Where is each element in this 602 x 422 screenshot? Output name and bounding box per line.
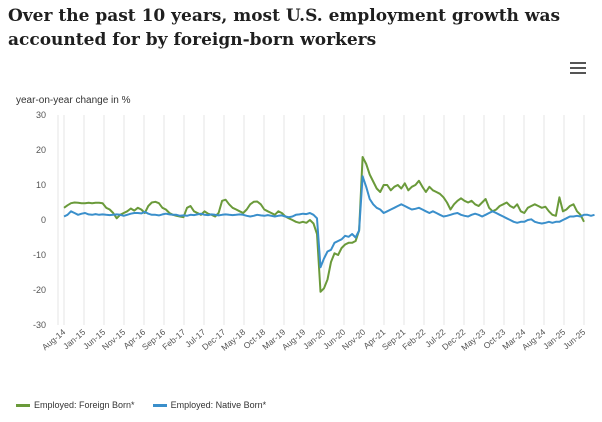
x-tick-label: Aug-19 [280, 327, 308, 352]
y-tick-label: -20 [33, 285, 46, 295]
series-lines [63, 156, 595, 293]
x-tick-label: Feb-17 [160, 327, 187, 352]
legend-swatch-native-born [152, 403, 167, 407]
hamburger-menu-icon[interactable] [568, 60, 588, 78]
y-tick-label: 20 [36, 145, 46, 155]
legend-item-native-born[interactable]: Employed: Native Born* [152, 400, 267, 410]
x-tick-label: Feb-22 [400, 327, 427, 352]
y-tick-label: -30 [33, 320, 46, 330]
y-tick-label: 0 [41, 215, 46, 225]
menu-line [570, 62, 586, 64]
legend-label-foreign-born: Employed: Foreign Born* [34, 400, 135, 410]
legend-swatch-foreign-born [16, 403, 30, 407]
y-axis-label: year-on-year change in % [16, 95, 131, 106]
y-tick-label: -10 [33, 250, 46, 260]
x-tick-label: Aug-14 [40, 327, 68, 352]
x-tick-label: Aug-24 [520, 327, 548, 352]
series-line-foreign-born [63, 156, 585, 293]
line-chart: year-on-year change in % 30 20 10 0 -10 -20 -3… [16, 95, 595, 353]
legend: Employed: Foreign Born* Employed: Native… [16, 400, 266, 410]
y-tick-label: 10 [36, 180, 46, 190]
y-tick-label: 30 [36, 110, 46, 120]
menu-line [570, 67, 586, 69]
menu-line [570, 72, 586, 74]
x-axis-ticks: Aug-14Jan-15Jun-15Nov-15Apr-16Sep-16Feb-… [40, 327, 588, 353]
x-tick-label: Nov-15 [100, 327, 128, 352]
x-tick-label: Jun-25 [561, 327, 588, 352]
x-tick-label: Nov-20 [340, 327, 368, 352]
series-line-native-born [63, 175, 595, 269]
y-axis-ticks: 30 20 10 0 -10 -20 -30 [33, 110, 46, 330]
legend-label-native-born: Employed: Native Born* [170, 400, 267, 410]
chart-title: Over the past 10 years, most U.S. employ… [8, 6, 561, 50]
legend-item-foreign-born[interactable]: Employed: Foreign Born* [16, 400, 135, 410]
gridlines [57, 115, 585, 325]
